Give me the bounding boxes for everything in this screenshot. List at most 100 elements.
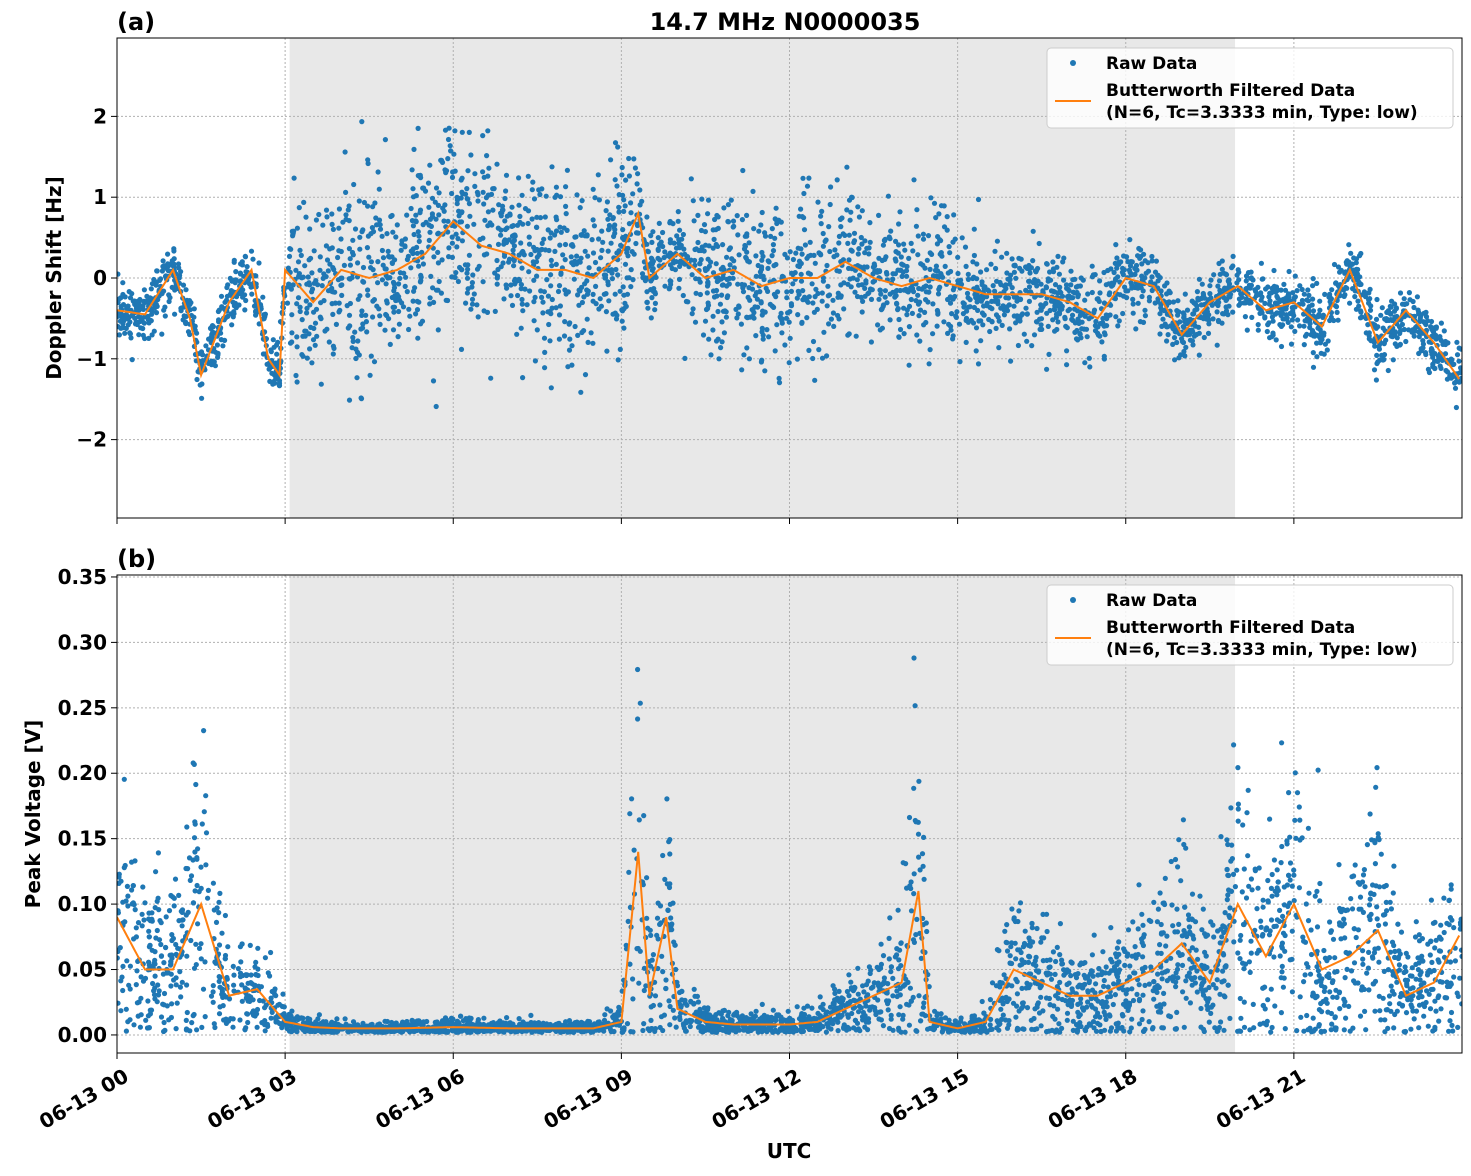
raw-data-point bbox=[270, 382, 275, 387]
raw-data-point bbox=[465, 267, 470, 272]
raw-data-point bbox=[1425, 318, 1430, 323]
raw-data-point bbox=[744, 345, 749, 350]
raw-data-point bbox=[303, 329, 308, 334]
raw-data-point bbox=[124, 326, 129, 331]
raw-data-point bbox=[599, 248, 604, 253]
raw-data-point bbox=[818, 251, 823, 256]
raw-data-point bbox=[810, 356, 815, 361]
raw-data-point bbox=[1173, 984, 1178, 989]
raw-data-point bbox=[1215, 309, 1220, 314]
raw-data-point bbox=[708, 352, 713, 357]
raw-data-point bbox=[948, 328, 953, 333]
raw-data-point bbox=[567, 348, 572, 353]
raw-data-point bbox=[735, 213, 740, 218]
raw-data-point bbox=[416, 126, 421, 131]
raw-data-point bbox=[741, 352, 746, 357]
raw-data-point bbox=[604, 309, 609, 314]
raw-data-point bbox=[681, 232, 686, 237]
raw-data-point bbox=[287, 254, 292, 259]
raw-data-point bbox=[1315, 314, 1320, 319]
raw-data-point bbox=[343, 149, 348, 154]
raw-data-point bbox=[665, 253, 670, 258]
raw-data-point bbox=[1197, 894, 1202, 899]
raw-data-point bbox=[980, 322, 985, 327]
raw-data-point bbox=[855, 204, 860, 209]
raw-data-point bbox=[829, 317, 834, 322]
raw-data-point bbox=[1277, 908, 1282, 913]
raw-data-point bbox=[1453, 386, 1458, 391]
raw-data-point bbox=[876, 297, 881, 302]
raw-data-point bbox=[440, 160, 445, 165]
raw-data-point bbox=[1129, 1017, 1134, 1022]
raw-data-point bbox=[219, 294, 224, 299]
raw-data-point bbox=[337, 206, 342, 211]
raw-data-point bbox=[1137, 256, 1142, 261]
raw-data-point bbox=[649, 315, 654, 320]
raw-data-point bbox=[548, 235, 553, 240]
raw-data-point bbox=[1000, 323, 1005, 328]
raw-data-point bbox=[320, 223, 325, 228]
raw-data-point bbox=[448, 143, 453, 148]
raw-data-point bbox=[1115, 323, 1120, 328]
raw-data-point bbox=[1175, 962, 1180, 967]
raw-data-point bbox=[836, 1028, 841, 1033]
raw-data-point bbox=[902, 248, 907, 253]
raw-data-point bbox=[569, 363, 574, 368]
raw-data-point bbox=[868, 286, 873, 291]
raw-data-point bbox=[916, 233, 921, 238]
raw-data-point bbox=[813, 261, 818, 266]
raw-data-point bbox=[413, 218, 418, 223]
raw-data-point bbox=[547, 338, 552, 343]
raw-data-point bbox=[289, 312, 294, 317]
raw-data-point bbox=[347, 313, 352, 318]
raw-data-point bbox=[346, 207, 351, 212]
raw-data-point bbox=[508, 293, 513, 298]
raw-data-point bbox=[465, 168, 470, 173]
raw-data-point bbox=[1373, 861, 1378, 866]
raw-data-point bbox=[1188, 329, 1193, 334]
raw-data-point bbox=[1183, 292, 1188, 297]
raw-data-point bbox=[390, 230, 395, 235]
raw-data-point bbox=[904, 1002, 909, 1007]
raw-data-point bbox=[1244, 278, 1249, 283]
raw-data-point bbox=[1256, 328, 1261, 333]
raw-data-point bbox=[549, 263, 554, 268]
raw-data-point bbox=[231, 973, 236, 978]
raw-data-point bbox=[787, 309, 792, 314]
raw-data-point bbox=[715, 309, 720, 314]
raw-data-point bbox=[342, 263, 347, 268]
raw-data-point bbox=[689, 176, 694, 181]
raw-data-point bbox=[312, 281, 317, 286]
raw-data-point bbox=[620, 193, 625, 198]
raw-data-point bbox=[1236, 806, 1241, 811]
raw-data-point bbox=[211, 324, 216, 329]
raw-data-point bbox=[1311, 350, 1316, 355]
raw-data-point bbox=[1343, 1016, 1348, 1021]
raw-data-point bbox=[338, 236, 343, 241]
raw-data-point bbox=[381, 263, 386, 268]
raw-data-point bbox=[1208, 278, 1213, 283]
raw-data-point bbox=[376, 169, 381, 174]
raw-data-point bbox=[493, 309, 498, 314]
raw-data-point bbox=[1161, 991, 1166, 996]
raw-data-point bbox=[1064, 348, 1069, 353]
raw-data-point bbox=[1426, 367, 1431, 372]
raw-data-point bbox=[1246, 788, 1251, 793]
raw-data-point bbox=[995, 239, 1000, 244]
raw-data-point bbox=[896, 306, 901, 311]
raw-data-point bbox=[971, 275, 976, 280]
legend-filtered-label: Butterworth Filtered Data bbox=[1106, 81, 1355, 101]
raw-data-point bbox=[869, 339, 874, 344]
raw-data-point bbox=[1129, 283, 1134, 288]
raw-data-point bbox=[184, 954, 189, 959]
raw-data-point bbox=[955, 255, 960, 260]
raw-data-point bbox=[893, 239, 898, 244]
raw-data-point bbox=[806, 176, 811, 181]
raw-data-point bbox=[277, 383, 282, 388]
raw-data-point bbox=[1262, 314, 1267, 319]
raw-data-point bbox=[668, 240, 673, 245]
raw-data-point bbox=[256, 260, 261, 265]
raw-data-point bbox=[353, 356, 358, 361]
raw-data-point bbox=[307, 346, 312, 351]
raw-data-point bbox=[867, 220, 872, 225]
